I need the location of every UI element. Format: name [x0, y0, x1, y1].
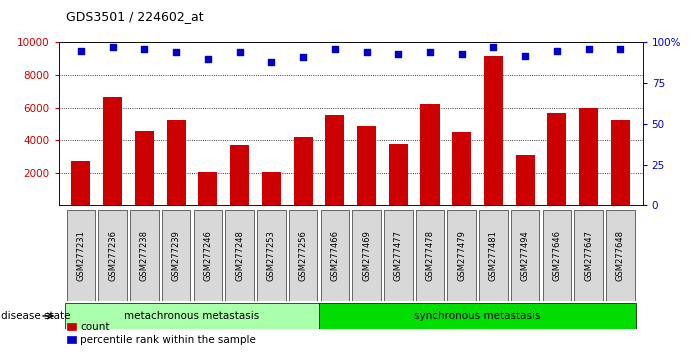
Point [488, 45, 499, 50]
Text: GSM277478: GSM277478 [426, 230, 435, 281]
Bar [135, 131, 154, 205]
FancyBboxPatch shape [352, 210, 381, 301]
Bar [103, 97, 122, 205]
FancyBboxPatch shape [321, 210, 349, 301]
Bar [262, 172, 281, 205]
Bar [389, 144, 408, 205]
FancyBboxPatch shape [574, 210, 603, 301]
Bar [421, 104, 439, 205]
Bar [484, 56, 503, 205]
Bar [167, 120, 186, 205]
Text: GSM277253: GSM277253 [267, 230, 276, 281]
Point [615, 46, 626, 52]
Bar [579, 108, 598, 205]
Text: GSM277256: GSM277256 [299, 230, 307, 281]
FancyBboxPatch shape [511, 210, 540, 301]
FancyBboxPatch shape [130, 210, 159, 301]
Point [171, 50, 182, 55]
Bar [547, 113, 567, 205]
Point [266, 59, 277, 65]
FancyBboxPatch shape [162, 210, 191, 301]
Text: GSM277477: GSM277477 [394, 230, 403, 281]
Text: GSM277239: GSM277239 [171, 230, 180, 281]
FancyBboxPatch shape [416, 210, 444, 301]
Point [392, 51, 404, 57]
Point [361, 50, 372, 55]
Text: GSM277238: GSM277238 [140, 230, 149, 281]
Point [424, 50, 435, 55]
Bar [452, 132, 471, 205]
Bar [71, 161, 91, 205]
Text: GSM277231: GSM277231 [77, 230, 86, 281]
Point [456, 51, 467, 57]
Text: GDS3501 / 224602_at: GDS3501 / 224602_at [66, 11, 203, 23]
FancyBboxPatch shape [606, 210, 635, 301]
FancyBboxPatch shape [384, 210, 413, 301]
Text: GSM277647: GSM277647 [584, 230, 593, 281]
Text: GSM277248: GSM277248 [235, 230, 244, 281]
FancyBboxPatch shape [66, 210, 95, 301]
Text: GSM277246: GSM277246 [203, 230, 212, 281]
Point [234, 50, 245, 55]
Text: GSM277236: GSM277236 [108, 230, 117, 281]
Text: GSM277469: GSM277469 [362, 230, 371, 281]
Point [75, 48, 86, 53]
Point [330, 46, 341, 52]
Bar [515, 155, 535, 205]
FancyBboxPatch shape [98, 210, 127, 301]
Bar [611, 120, 630, 205]
Point [551, 48, 562, 53]
Bar [198, 172, 218, 205]
Bar [357, 126, 376, 205]
Point [298, 54, 309, 60]
Text: metachronous metastasis: metachronous metastasis [124, 311, 260, 321]
FancyBboxPatch shape [289, 210, 317, 301]
Point [139, 46, 150, 52]
Text: synchronous metastasis: synchronous metastasis [415, 311, 541, 321]
Text: GSM277481: GSM277481 [489, 230, 498, 281]
Legend: count, percentile rank within the sample: count, percentile rank within the sample [68, 322, 256, 345]
Point [583, 46, 594, 52]
FancyBboxPatch shape [448, 210, 476, 301]
FancyBboxPatch shape [542, 210, 571, 301]
FancyBboxPatch shape [65, 303, 319, 329]
Bar [294, 137, 312, 205]
Text: GSM277648: GSM277648 [616, 230, 625, 281]
Point [107, 45, 118, 50]
Bar [230, 145, 249, 205]
Text: GSM277646: GSM277646 [552, 230, 562, 281]
FancyBboxPatch shape [225, 210, 254, 301]
Text: GSM277479: GSM277479 [457, 230, 466, 281]
Point [202, 56, 214, 62]
Point [520, 53, 531, 58]
Text: GSM277494: GSM277494 [521, 230, 530, 281]
Text: disease state: disease state [1, 311, 71, 321]
FancyBboxPatch shape [193, 210, 223, 301]
FancyBboxPatch shape [257, 210, 285, 301]
FancyBboxPatch shape [479, 210, 508, 301]
Bar [325, 115, 344, 205]
FancyBboxPatch shape [319, 303, 636, 329]
Text: GSM277466: GSM277466 [330, 230, 339, 281]
